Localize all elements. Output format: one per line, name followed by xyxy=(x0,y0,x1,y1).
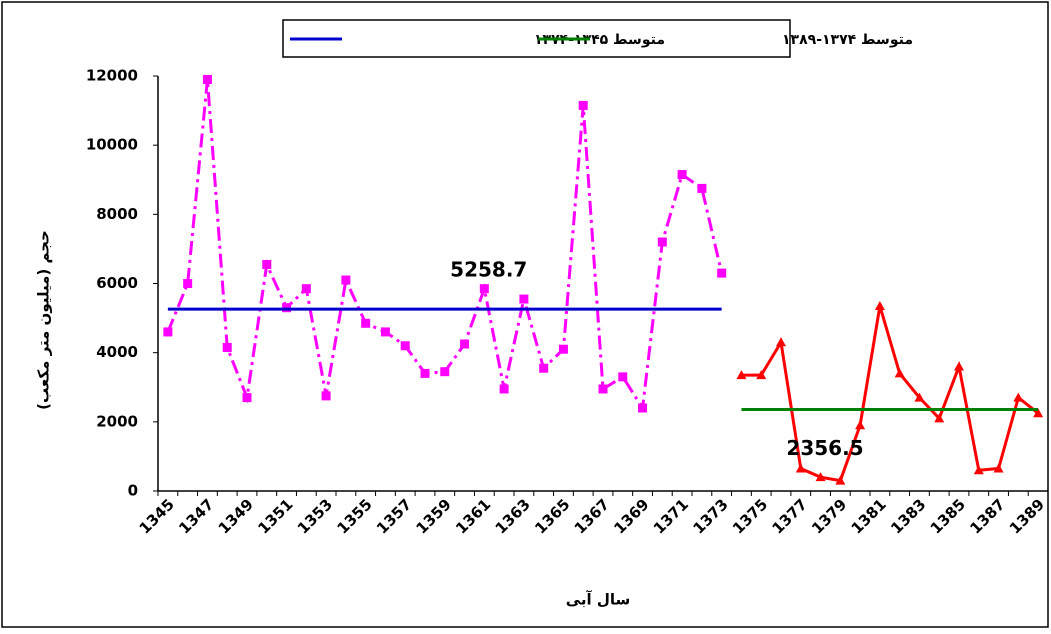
marker xyxy=(1013,392,1024,402)
y-tick-label: 2000 xyxy=(96,412,138,430)
marker xyxy=(321,391,331,401)
marker xyxy=(776,337,786,347)
marker xyxy=(677,170,687,180)
series-line xyxy=(741,305,1040,483)
marker xyxy=(499,384,509,394)
marker xyxy=(855,420,866,430)
marker xyxy=(618,372,628,382)
marker xyxy=(440,367,450,377)
marker xyxy=(578,100,588,110)
marker xyxy=(657,237,667,247)
marker xyxy=(736,370,747,380)
legend-box xyxy=(282,19,791,58)
y-tick-label: 12000 xyxy=(86,67,138,85)
marker xyxy=(954,361,964,371)
marker xyxy=(598,384,608,394)
y-tick-label: 0 xyxy=(128,482,138,500)
marker xyxy=(697,183,707,193)
marker xyxy=(815,472,826,482)
marker xyxy=(519,294,529,304)
marker xyxy=(242,393,252,403)
marker xyxy=(202,74,212,84)
marker xyxy=(420,368,430,378)
marker xyxy=(301,284,311,294)
marker xyxy=(380,327,390,337)
marker xyxy=(163,327,173,337)
marker xyxy=(894,368,905,378)
legend-label: متوسط ۱۳۷۴-۱۳۸۹ xyxy=(782,32,913,48)
marker xyxy=(914,392,925,402)
marker xyxy=(539,363,549,373)
marker xyxy=(934,413,945,423)
x-axis-label: سال آبی xyxy=(566,591,631,609)
marker xyxy=(558,344,568,354)
legend-label: متوسط ۱۳۴۵-۱۳۷۴ xyxy=(534,32,665,48)
marker xyxy=(479,284,489,294)
y-tick-label: 4000 xyxy=(96,343,138,361)
value-label: 2356.5 xyxy=(786,436,863,460)
marker xyxy=(1033,408,1044,418)
marker xyxy=(638,403,648,413)
marker xyxy=(973,465,984,475)
y-axis-label: حجم (میلیون متر مکعب) xyxy=(35,230,53,410)
y-tick-label: 10000 xyxy=(86,136,138,154)
y-tick-label: 8000 xyxy=(96,205,138,223)
marker xyxy=(993,463,1004,473)
marker xyxy=(460,339,470,349)
marker xyxy=(795,463,806,473)
marker xyxy=(183,279,193,288)
marker xyxy=(756,370,767,380)
y-tick-label: 6000 xyxy=(96,274,138,292)
marker xyxy=(400,341,410,351)
marker xyxy=(717,268,727,278)
marker xyxy=(835,475,846,485)
value-label: 5258.7 xyxy=(450,258,527,282)
marker xyxy=(222,342,232,352)
marker xyxy=(262,259,272,269)
marker xyxy=(341,275,351,285)
marker xyxy=(361,318,371,328)
marker xyxy=(874,300,885,310)
